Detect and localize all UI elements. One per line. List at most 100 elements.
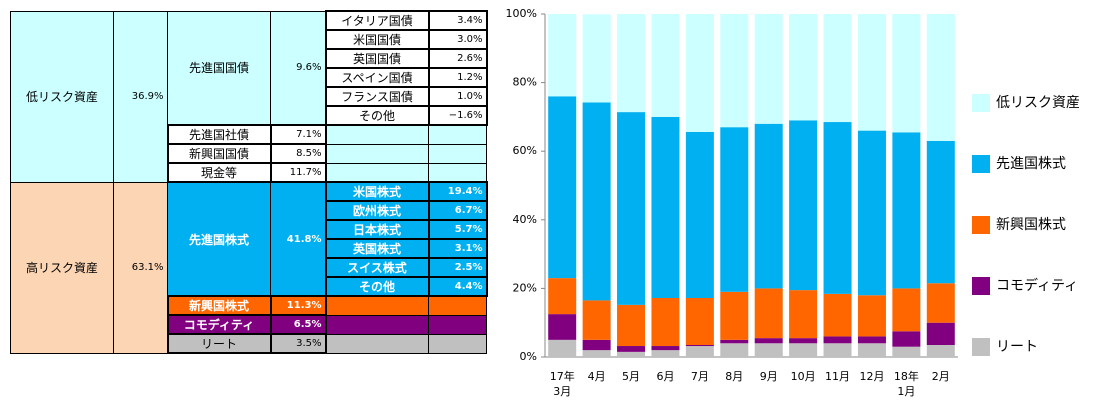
bar-segment xyxy=(720,291,749,340)
detail-name: 日本株式 xyxy=(324,219,430,240)
bar-segment xyxy=(617,304,646,347)
x-tick-label: 8月 xyxy=(725,370,743,383)
detail-value: 3.0% xyxy=(427,29,488,50)
item-name: 先進国国債 xyxy=(167,10,271,126)
legend-label: 低リスク資産 xyxy=(996,95,1080,111)
bar-segment xyxy=(617,351,646,357)
bar-segment xyxy=(926,140,955,284)
item-name: リート xyxy=(166,333,272,354)
x-tick-label: 6月 xyxy=(656,370,674,383)
legend-label: 先進国株式 xyxy=(996,156,1066,172)
y-tick-label: 0% xyxy=(520,350,537,363)
y-tick-label: 20% xyxy=(513,281,537,294)
legend-swatch xyxy=(972,277,990,295)
detail-value: 3.4% xyxy=(427,10,488,31)
bar-segment xyxy=(892,132,921,289)
bar-segment xyxy=(823,122,852,294)
empty-cell xyxy=(325,314,429,335)
detail-value: 6.7% xyxy=(427,200,488,221)
row: 欧州株式 6.7% xyxy=(11,200,488,221)
x-tick-label: 17年 3月 xyxy=(550,369,575,398)
item-value: 41.8% xyxy=(270,181,326,297)
detail-value: 1.0% xyxy=(427,86,488,107)
bar-segment xyxy=(754,338,783,344)
item-value: 8.5% xyxy=(269,143,327,164)
detail-name: 英国株式 xyxy=(324,238,430,259)
bar-segment xyxy=(926,14,955,141)
bar-segment xyxy=(789,290,818,339)
bar-segment xyxy=(823,14,852,123)
legend-swatch xyxy=(972,94,990,112)
detail-value: 4.4% xyxy=(427,276,488,297)
bar-segment xyxy=(789,120,818,291)
detail-name: スペイン国債 xyxy=(324,67,430,88)
detail-value: 1.2% xyxy=(427,67,488,88)
detail-name: 米国株式 xyxy=(324,181,430,202)
row: コモディティ 6.5% xyxy=(11,314,487,335)
detail-name: その他 xyxy=(324,276,430,297)
row: 新興国国債 8.5% xyxy=(11,143,487,164)
x-tick-label: 12月 xyxy=(859,370,884,383)
x-tick-label: 10月 xyxy=(791,370,816,383)
row: スイス株式 2.5% xyxy=(11,257,488,278)
bar-segment xyxy=(548,278,577,315)
x-tick-label: 4月 xyxy=(588,370,606,383)
empty-cell xyxy=(325,143,429,164)
item-value: 11.3% xyxy=(269,295,327,316)
bar-segment xyxy=(857,336,886,344)
bar-segment xyxy=(548,96,577,279)
detail-name: フランス国債 xyxy=(324,86,430,107)
x-tick-label: 2月 xyxy=(932,370,950,383)
bar-segment xyxy=(754,288,783,339)
row: リート 3.5% xyxy=(11,333,487,354)
empty-cell xyxy=(325,295,429,316)
bar-segment xyxy=(685,346,714,357)
group-value: 36.9% xyxy=(113,10,168,183)
empty-cell xyxy=(428,314,487,335)
detail-name: 英国国債 xyxy=(324,48,430,69)
y-tick-label: 80% xyxy=(513,76,537,89)
bar-segment xyxy=(685,344,714,347)
bar-segment xyxy=(651,346,680,351)
empty-cell xyxy=(428,143,487,164)
bar-segment xyxy=(685,298,714,345)
bar-segment xyxy=(926,283,955,323)
bar-segment xyxy=(823,336,852,344)
bar-segment xyxy=(857,295,886,337)
bar-segment xyxy=(823,293,852,337)
bar-segment xyxy=(685,131,714,299)
bar-segment xyxy=(651,116,680,299)
bar-segment xyxy=(651,350,680,357)
row: その他 −1.6% xyxy=(11,105,488,126)
detail-value: 3.1% xyxy=(427,238,488,259)
legend-swatch xyxy=(972,338,990,356)
detail-name: 欧州株式 xyxy=(324,200,430,221)
group-name: 高リスク資産 xyxy=(10,181,114,354)
legend-label: コモディティ xyxy=(996,277,1078,294)
item-name: 現金等 xyxy=(166,162,272,183)
item-name: 新興国株式 xyxy=(166,295,272,316)
bar-segment xyxy=(789,343,818,357)
empty-cell xyxy=(325,333,429,354)
bar-segment xyxy=(789,14,818,121)
item-value: 11.7% xyxy=(269,162,327,183)
row: 高リスク資産 63.1% 先進国株式 41.8% 米国株式 19.4% xyxy=(10,181,488,354)
y-tick-label: 60% xyxy=(513,144,537,157)
y-tick-label: 40% xyxy=(513,213,537,226)
bar-segment xyxy=(548,339,577,357)
empty-cell xyxy=(325,124,429,145)
bar-segment xyxy=(720,127,749,292)
bar-segment xyxy=(548,14,577,97)
bar-segment xyxy=(582,14,611,103)
legend-label: リート xyxy=(996,339,1038,355)
bar-segment xyxy=(823,343,852,357)
bar-segment xyxy=(582,339,611,351)
empty-cell xyxy=(428,295,487,316)
item-value: 9.6% xyxy=(270,10,326,126)
legend-swatch xyxy=(972,155,990,173)
row: 低リスク資産 36.9% 先進国国債 9.6% イタリア国債 3.4% xyxy=(10,10,488,183)
bar-segment xyxy=(617,112,646,305)
detail-value: 2.5% xyxy=(427,257,488,278)
bar-segment xyxy=(548,314,577,340)
